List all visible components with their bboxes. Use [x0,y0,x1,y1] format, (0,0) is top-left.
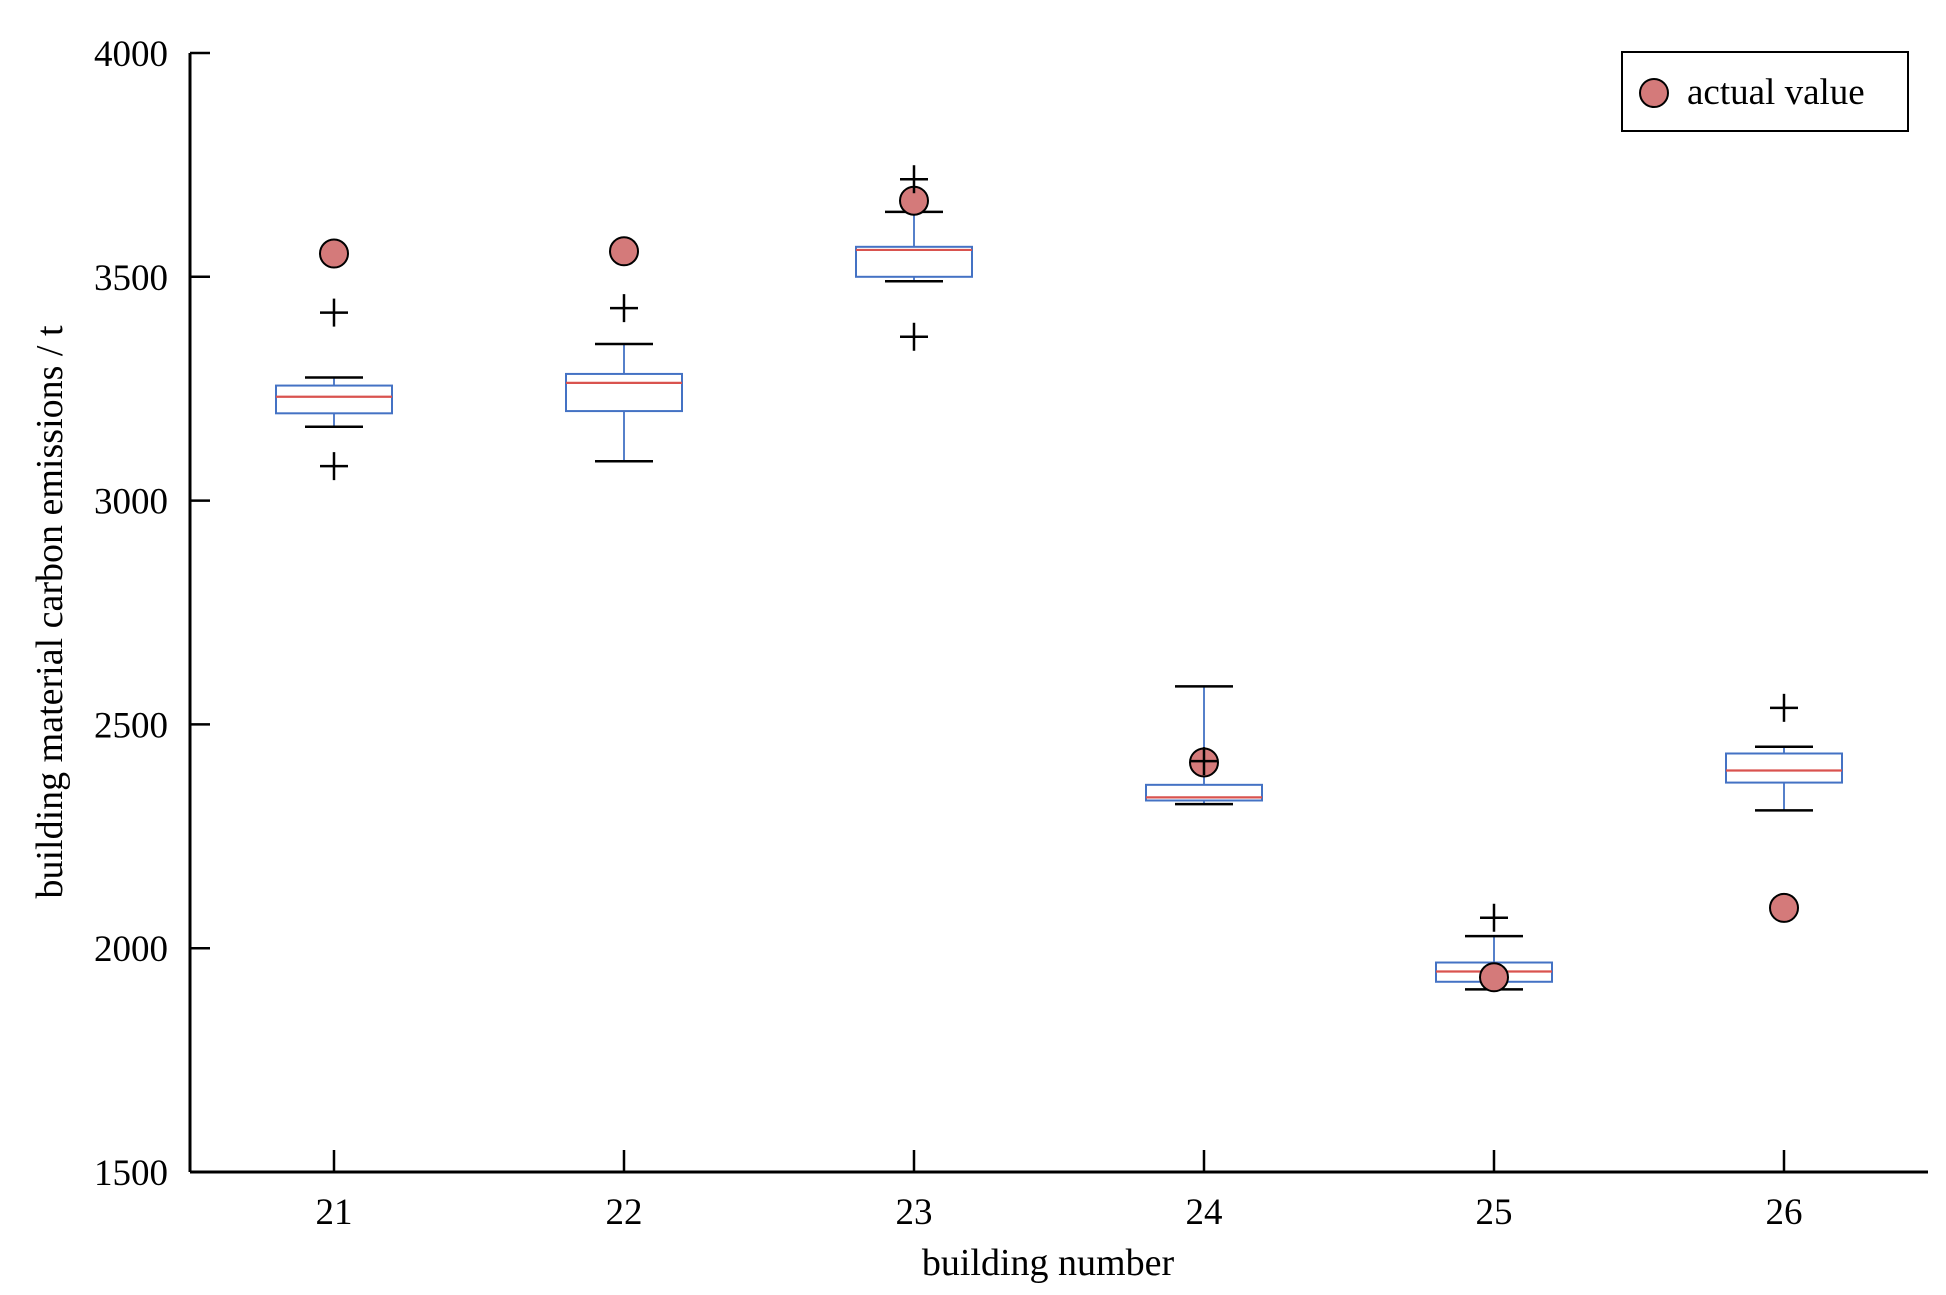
box-22 [565,372,683,413]
box-group-26 [1725,693,1843,923]
y-ticks: 1500 2000 2500 3000 3500 4000 [94,34,210,1194]
outlier-23-1 [900,165,928,194]
outlier-21-1 [320,298,348,327]
box-23 [855,245,973,278]
outlier-26-0 [1770,693,1798,722]
axes [188,53,1928,1174]
y-axis-title: building material carbon emissions / t [29,325,71,899]
legend-label: actual value [1687,72,1865,113]
y-tick-label-2500: 2500 [94,705,168,746]
actual-value-marker-21 [319,238,349,269]
y-tick-label-3000: 3000 [94,482,168,523]
x-ticks: 21 22 23 24 25 26 [316,1150,1803,1233]
legend-marker-actual-value [1639,78,1669,108]
x-axis-title: building number [922,1242,1175,1284]
box-group-21 [275,238,393,481]
box-21 [275,384,393,415]
outlier-24-0 [1190,747,1218,776]
y-tick-label-1500: 1500 [94,1153,168,1194]
actual-value-marker-26 [1769,892,1799,923]
actual-value-marker-25 [1479,962,1509,993]
box-group-23 [855,165,973,351]
box-26 [1725,752,1843,784]
x-tick-label-22: 22 [606,1192,643,1233]
boxes [275,165,1843,993]
legend: actual value [1621,51,1909,132]
box-group-24 [1145,685,1263,806]
outlier-23-0 [900,322,928,351]
y-tick-label-3500: 3500 [94,258,168,299]
y-tick-label-4000: 4000 [94,34,168,75]
x-tick-label-21: 21 [316,1192,353,1233]
box-group-25 [1435,903,1553,993]
x-tick-label-23: 23 [896,1192,933,1233]
legend-box [1621,51,1909,132]
y-tick-label-2000: 2000 [94,929,168,970]
outlier-22-0 [610,294,638,323]
box-group-22 [565,236,683,463]
outlier-21-0 [320,452,348,481]
outlier-25-0 [1480,903,1508,932]
x-tick-label-24: 24 [1186,1192,1223,1233]
actual-value-marker-22 [609,236,639,267]
x-tick-label-25: 25 [1476,1192,1513,1233]
x-tick-label-26: 26 [1766,1192,1803,1233]
